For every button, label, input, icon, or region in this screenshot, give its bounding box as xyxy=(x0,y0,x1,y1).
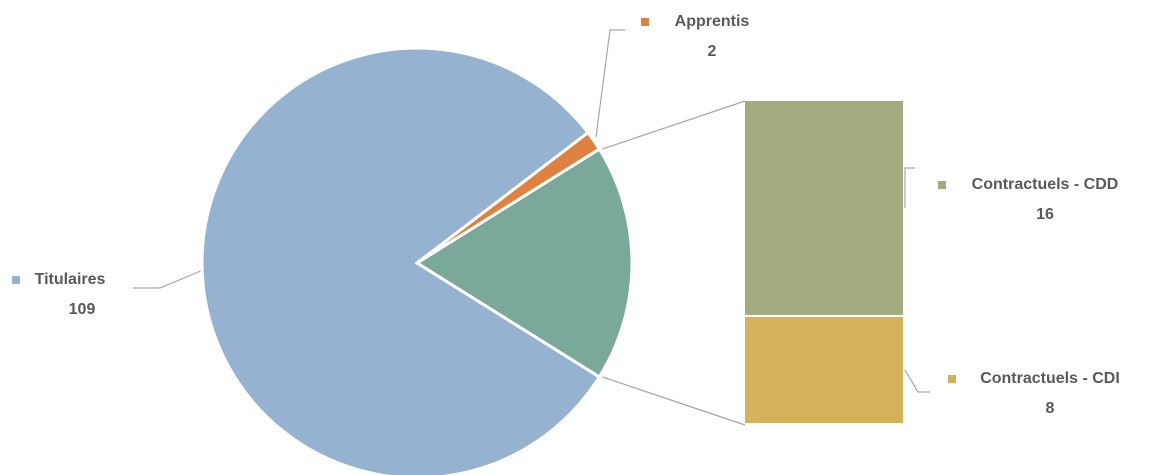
category-label: Contractuels - CDI xyxy=(980,370,1120,387)
leader-line xyxy=(904,167,915,208)
legend-swatch xyxy=(641,18,649,26)
bar-segment xyxy=(745,101,903,315)
value-label: 109 xyxy=(69,301,96,318)
leader-line xyxy=(904,369,930,393)
pie-slice xyxy=(200,46,602,475)
value-label: 8 xyxy=(1046,400,1055,417)
connector-line xyxy=(602,376,746,426)
category-label: Titulaires xyxy=(35,271,106,288)
connector-line xyxy=(602,100,746,150)
category-label: Contractuels - CDD xyxy=(972,176,1119,193)
bar-segment xyxy=(745,317,903,423)
leader-line xyxy=(595,29,625,138)
category-label: Apprentis xyxy=(675,13,750,30)
legend-swatch xyxy=(12,276,20,284)
leader-line xyxy=(133,269,204,289)
legend-swatch xyxy=(938,181,946,189)
value-label: 2 xyxy=(708,43,717,60)
value-label: 16 xyxy=(1036,206,1054,223)
legend-swatch xyxy=(948,375,956,383)
pie-slice xyxy=(414,146,634,380)
